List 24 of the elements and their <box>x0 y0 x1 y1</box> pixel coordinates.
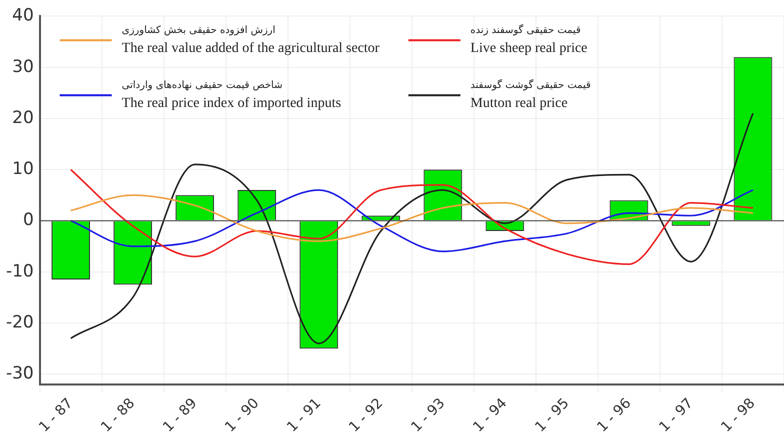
x-tick-label: 1 - 92 <box>346 395 386 436</box>
x-tick-label: 1 - 97 <box>656 395 696 436</box>
y-tick-label: 10 <box>12 159 34 180</box>
y-tick-label: 20 <box>12 108 34 128</box>
x-tick-label: 1 - 90 <box>222 395 262 436</box>
x-tick-label: 1 - 87 <box>36 395 76 436</box>
x-tick-label: 1 - 95 <box>532 395 572 436</box>
y-tick-label: 40 <box>12 6 34 26</box>
x-tick-label: 1 - 88 <box>98 395 138 436</box>
line-series <box>70 112 754 344</box>
x-tick-label: 1 - 94 <box>470 395 510 436</box>
line-series <box>70 168 754 265</box>
x-tick-label: 1 - 93 <box>408 395 448 436</box>
x-tick-label: 1 - 91 <box>284 395 324 436</box>
y-tick-label: 30 <box>12 56 34 77</box>
y-tick-label: -30 <box>6 364 34 384</box>
line-series <box>70 189 754 252</box>
line-series <box>70 194 754 242</box>
x-tick-label: 1 - 98 <box>718 395 758 436</box>
x-tick-label: 1 - 96 <box>594 395 634 436</box>
x-tick-label: 1 - 89 <box>160 395 200 436</box>
y-tick-label: 0 <box>22 210 34 230</box>
y-tick-label: -10 <box>6 261 34 282</box>
y-tick-label: -20 <box>6 312 34 332</box>
